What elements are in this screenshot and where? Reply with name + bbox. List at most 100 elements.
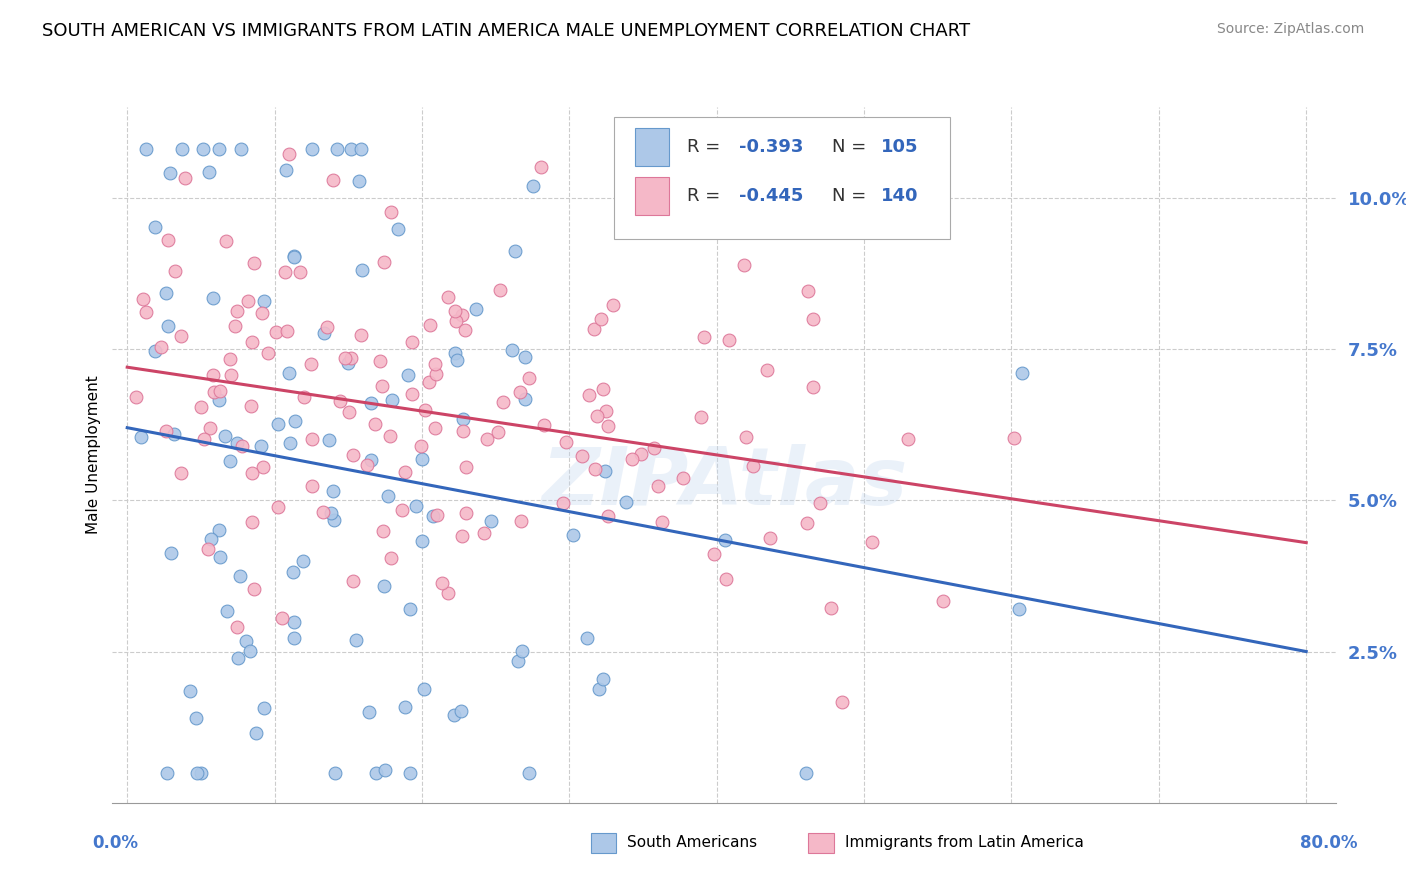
Point (143, 344, 166, 359)
Point (593, 464, 616, 478)
Point (735, 430, 758, 444)
Point (647, 479, 669, 493)
Point (444, 314, 467, 328)
Point (444, 304, 467, 318)
Point (501, 343, 523, 357)
Point (135, 305, 157, 319)
Point (186, 765, 208, 780)
Point (143, 219, 166, 234)
Point (651, 515, 673, 529)
Point (425, 420, 447, 434)
Text: 80.0%: 80.0% (1301, 834, 1357, 852)
Point (267, 417, 290, 432)
Point (703, 548, 725, 562)
Point (370, 378, 392, 392)
Point (359, 706, 381, 720)
Point (401, 387, 423, 401)
Text: ZIPAtlas: ZIPAtlas (541, 443, 907, 522)
Point (240, 516, 263, 530)
Point (399, 601, 422, 615)
Point (278, 146, 301, 161)
Point (371, 524, 394, 538)
Text: R =: R = (688, 138, 727, 156)
Point (405, 499, 427, 513)
Point (413, 681, 436, 696)
Point (450, 528, 472, 542)
Point (219, 352, 242, 367)
Text: N =: N = (832, 138, 872, 156)
Point (585, 409, 607, 423)
Text: -0.445: -0.445 (738, 187, 803, 205)
Point (250, 306, 273, 320)
Point (561, 528, 583, 542)
Point (378, 429, 401, 443)
Point (238, 293, 260, 308)
Point (243, 582, 266, 596)
Point (322, 173, 344, 187)
Text: 0.0%: 0.0% (93, 834, 138, 852)
Point (278, 435, 301, 450)
Point (239, 399, 262, 413)
Point (509, 514, 531, 528)
Point (373, 255, 395, 269)
Point (456, 459, 478, 474)
Point (517, 371, 540, 385)
Point (364, 417, 387, 431)
Point (425, 367, 447, 381)
Point (481, 514, 503, 528)
Point (325, 142, 347, 156)
Point (690, 410, 713, 425)
Point (411, 452, 433, 467)
Point (596, 419, 619, 434)
Point (718, 333, 741, 347)
Point (301, 479, 323, 493)
Point (240, 466, 263, 480)
Point (242, 256, 264, 270)
Point (394, 465, 416, 479)
Point (225, 620, 247, 634)
Point (350, 263, 373, 277)
Point (219, 453, 242, 467)
Point (422, 509, 444, 524)
Point (451, 411, 474, 425)
Point (209, 384, 232, 398)
Point (193, 432, 215, 446)
Point (472, 525, 495, 540)
Point (284, 414, 307, 428)
Point (820, 600, 842, 615)
Point (207, 523, 229, 537)
Point (253, 701, 276, 715)
Point (319, 506, 342, 520)
Point (156, 233, 179, 247)
Point (444, 346, 467, 360)
Point (301, 432, 323, 446)
Text: 140: 140 (880, 187, 918, 205)
Point (423, 357, 446, 371)
Point (271, 611, 294, 625)
Point (377, 489, 399, 503)
Point (342, 574, 364, 588)
Point (513, 350, 536, 364)
Point (159, 166, 181, 180)
Point (475, 432, 498, 446)
Point (215, 604, 238, 618)
Point (318, 434, 340, 448)
Point (245, 725, 267, 739)
Point (595, 404, 617, 418)
Point (796, 516, 818, 530)
Point (1007, 601, 1029, 615)
Bar (634, 128, 669, 166)
Point (301, 142, 323, 156)
Point (506, 654, 529, 668)
Point (209, 549, 232, 564)
Point (411, 533, 433, 548)
Point (794, 765, 817, 780)
Point (380, 205, 402, 219)
Point (202, 291, 225, 305)
Point (226, 651, 249, 665)
Point (513, 392, 536, 406)
Point (381, 393, 404, 408)
Point (288, 265, 311, 279)
Point (292, 390, 315, 404)
Point (322, 483, 344, 498)
